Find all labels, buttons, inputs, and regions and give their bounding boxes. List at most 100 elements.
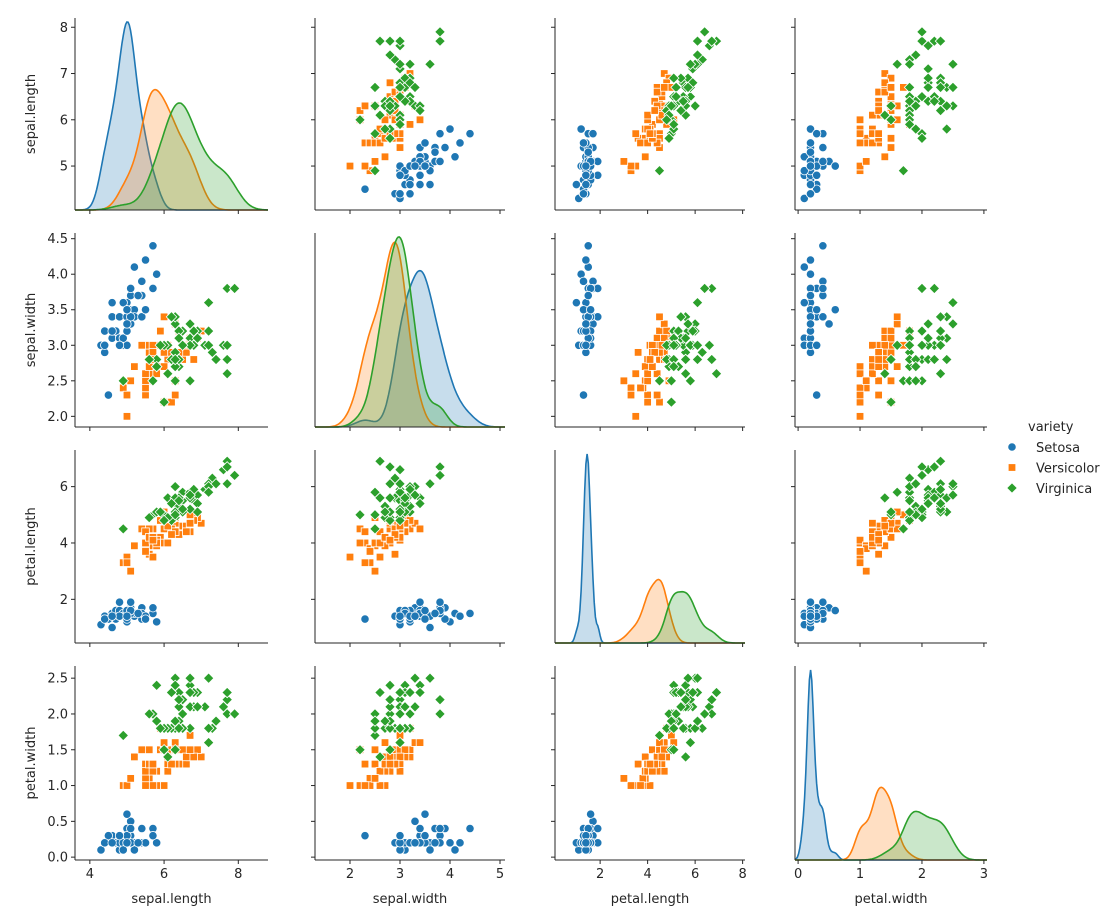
point-virginica-24 xyxy=(409,701,421,713)
point-versicolor-0 xyxy=(880,69,890,78)
point-versicolor-29 xyxy=(631,129,640,138)
point-setosa-37 xyxy=(799,298,809,308)
point-versicolor-9 xyxy=(641,152,650,161)
point-versicolor-37 xyxy=(360,759,370,769)
point-setosa-49 xyxy=(581,838,591,848)
point-virginica-22 xyxy=(384,35,396,47)
point-virginica-46 xyxy=(369,509,381,521)
point-virginica-31 xyxy=(434,26,446,38)
point-setosa-48 xyxy=(805,290,816,301)
point-setosa-16 xyxy=(440,142,450,153)
panel-petal.width-vs-petal.width: 0 1 2 3 xyxy=(794,666,988,882)
point-virginica-48 xyxy=(934,497,947,510)
point-virginica-45 xyxy=(934,81,947,94)
point-virginica-9 xyxy=(424,672,436,684)
point-setosa-14 xyxy=(152,617,162,627)
point-versicolor-31 xyxy=(855,383,865,393)
point-virginica-48 xyxy=(934,311,947,323)
point-setosa-44 xyxy=(126,597,136,607)
point-versicolor-36 xyxy=(660,83,669,92)
point-virginica-46 xyxy=(665,100,678,112)
point-versicolor-15 xyxy=(652,333,662,343)
panel-petal.length-vs-petal.width xyxy=(791,450,987,647)
point-virginica-35 xyxy=(691,35,704,47)
point-virginica-8 xyxy=(369,81,381,94)
point-setosa-43 xyxy=(420,605,430,616)
point-virginica-48 xyxy=(675,104,687,117)
point-versicolor-31 xyxy=(141,781,150,790)
point-versicolor-30 xyxy=(638,774,648,783)
point-versicolor-9 xyxy=(380,152,390,161)
point-setosa-33 xyxy=(140,255,151,265)
point-versicolor-10 xyxy=(855,412,865,421)
point-virginica-38 xyxy=(660,114,673,126)
point-virginica-48 xyxy=(165,311,178,323)
point-versicolor-12 xyxy=(855,397,865,407)
point-setosa-40 xyxy=(812,305,822,315)
point-virginica-29 xyxy=(891,486,903,499)
point-virginica-44 xyxy=(409,489,421,501)
point-virginica-45 xyxy=(934,339,947,352)
point-virginica-22 xyxy=(705,353,718,366)
point-virginica-9 xyxy=(947,478,959,490)
point-setosa-32 xyxy=(450,152,460,162)
y-tick-label: 7 xyxy=(60,67,68,82)
point-setosa-47 xyxy=(805,179,816,190)
point-setosa-36 xyxy=(140,614,151,624)
point-virginica-32 xyxy=(928,353,941,366)
point-versicolor-41 xyxy=(657,752,667,762)
point-versicolor-36 xyxy=(185,519,195,528)
point-virginica-29 xyxy=(394,58,406,71)
point-versicolor-22 xyxy=(370,745,380,754)
point-versicolor-44 xyxy=(648,362,657,371)
point-setosa-45 xyxy=(114,831,125,841)
point-versicolor-6 xyxy=(660,319,669,329)
point-versicolor-47 xyxy=(167,530,176,539)
point-setosa-31 xyxy=(137,312,147,322)
point-virginica-34 xyxy=(679,367,692,380)
point-virginica-6 xyxy=(117,523,130,535)
point-virginica-44 xyxy=(682,672,694,684)
point-versicolor-43 xyxy=(626,161,636,171)
point-setosa-22 xyxy=(571,298,581,308)
y-tick-label: 3.5 xyxy=(47,303,68,318)
point-versicolor-9 xyxy=(130,752,139,762)
point-virginica-21 xyxy=(143,708,155,720)
point-virginica-44 xyxy=(947,81,959,94)
point-virginica-49 xyxy=(903,506,916,518)
point-setosa-41 xyxy=(360,184,370,194)
point-versicolor-25 xyxy=(182,752,191,762)
point-virginica-18 xyxy=(221,367,233,380)
point-versicolor-10 xyxy=(345,161,355,171)
point-versicolor-40 xyxy=(141,767,150,776)
point-setosa-37 xyxy=(799,166,809,176)
point-versicolor-48 xyxy=(126,774,135,783)
point-setosa-42 xyxy=(805,189,816,199)
point-virginica-42 xyxy=(150,360,163,373)
point-versicolor-45 xyxy=(395,767,405,776)
point-setosa-23 xyxy=(410,816,420,826)
point-virginica-33 xyxy=(667,743,680,756)
point-virginica-42 xyxy=(667,360,680,373)
point-versicolor-43 xyxy=(122,558,132,567)
point-versicolor-20 xyxy=(405,120,415,129)
point-setosa-45 xyxy=(395,831,405,841)
legend-marker-setosa xyxy=(1007,442,1017,452)
point-virginica-22 xyxy=(705,35,718,47)
point-virginica-30 xyxy=(691,715,704,727)
point-setosa-6 xyxy=(415,179,425,190)
point-versicolor-35 xyxy=(415,738,425,747)
point-setosa-34 xyxy=(118,333,128,343)
point-virginica-9 xyxy=(691,296,704,309)
point-virginica-31 xyxy=(228,469,241,482)
point-versicolor-29 xyxy=(375,552,385,562)
point-setosa-46 xyxy=(126,283,136,294)
point-virginica-38 xyxy=(158,514,170,527)
point-versicolor-34 xyxy=(137,341,147,350)
point-setosa-43 xyxy=(122,305,132,315)
point-versicolor-14 xyxy=(633,759,643,769)
point-versicolor-29 xyxy=(855,369,865,378)
point-virginica-35 xyxy=(221,686,233,699)
point-versicolor-39 xyxy=(643,376,652,386)
